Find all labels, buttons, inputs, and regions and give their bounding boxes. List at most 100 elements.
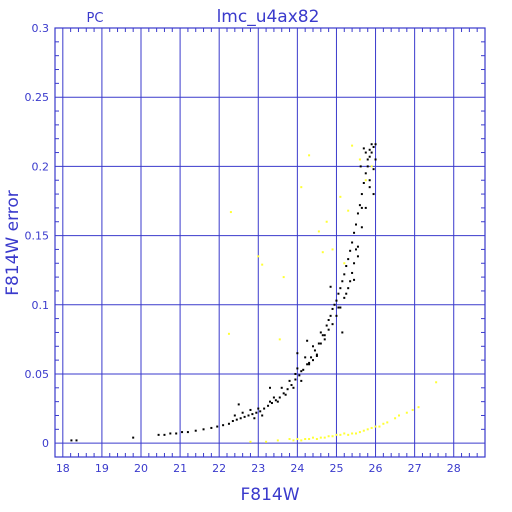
data-point <box>306 339 309 342</box>
data-point <box>296 438 299 441</box>
data-point <box>364 206 367 209</box>
data-point <box>370 151 373 154</box>
data-point <box>358 204 361 207</box>
data-point <box>306 363 309 366</box>
data-point <box>249 440 252 443</box>
data-point <box>270 402 273 405</box>
data-point <box>280 386 283 389</box>
data-point <box>339 287 342 290</box>
data-point <box>359 165 362 168</box>
plot-frame <box>54 27 486 458</box>
data-point <box>347 258 350 261</box>
data-point <box>331 248 334 251</box>
data-point <box>304 438 307 441</box>
data-point <box>360 226 363 229</box>
data-point <box>308 363 311 366</box>
data-point <box>353 231 356 234</box>
data-point <box>290 384 293 387</box>
data-point <box>261 414 264 417</box>
data-point <box>237 403 240 406</box>
data-point <box>341 331 344 334</box>
data-point <box>272 396 275 399</box>
data-point <box>288 379 291 382</box>
data-point <box>345 292 348 295</box>
data-point <box>269 400 271 403</box>
data-point <box>313 349 316 352</box>
x-axis-ticks: 18 19 20 21 22 23 24 25 26 27 28 <box>56 28 478 475</box>
data-point <box>265 440 268 443</box>
data-point <box>405 411 408 414</box>
data-point <box>358 158 361 161</box>
data-point <box>257 407 260 410</box>
data-point <box>364 179 367 182</box>
data-point <box>327 318 330 321</box>
data-point <box>294 372 297 375</box>
data-point <box>347 433 350 436</box>
grid-lines <box>55 27 485 457</box>
data-point <box>327 435 330 438</box>
data-point <box>378 425 381 428</box>
data-point <box>355 432 357 435</box>
data-point <box>317 342 320 345</box>
data-point <box>339 195 342 198</box>
data-point <box>368 155 371 158</box>
data-point <box>343 262 346 265</box>
data-point <box>351 271 354 274</box>
data-point <box>308 154 311 157</box>
data-point <box>356 245 359 248</box>
data-point <box>75 439 78 442</box>
data-point <box>319 436 322 439</box>
data-point <box>216 425 219 428</box>
data-point <box>325 324 328 327</box>
data-point <box>335 433 338 436</box>
data-point <box>362 147 365 150</box>
data-point <box>323 436 326 439</box>
data-point <box>382 422 385 425</box>
x-tick-label: 18 <box>56 462 70 475</box>
data-point <box>308 361 311 364</box>
data-point <box>319 342 322 345</box>
data-point <box>294 378 297 381</box>
data-point <box>360 193 363 196</box>
data-point <box>157 433 160 436</box>
data-point <box>312 436 314 439</box>
data-point <box>331 307 334 310</box>
data-point <box>241 411 244 414</box>
data-point <box>364 172 367 175</box>
y-tick-label: 0.2 <box>32 160 50 173</box>
data-point <box>323 338 326 341</box>
x-tick-label: 22 <box>212 462 226 475</box>
data-point <box>366 158 369 161</box>
data-point <box>349 280 352 283</box>
y-axis-ticks: 0 0.05 0.1 0.15 0.2 0.25 0.3 <box>25 22 485 450</box>
data-point <box>349 249 352 252</box>
data-point <box>315 353 318 356</box>
y-tick-label: 0.25 <box>25 91 50 104</box>
data-point <box>257 255 260 258</box>
data-point <box>366 428 369 431</box>
data-point <box>132 436 135 439</box>
data-point <box>372 146 375 149</box>
x-tick-label: 27 <box>408 462 422 475</box>
data-point <box>351 144 354 147</box>
data-point <box>251 413 254 416</box>
data-point <box>329 314 332 317</box>
data-point <box>374 143 377 146</box>
data-point <box>304 356 307 359</box>
data-point <box>356 255 359 258</box>
data-point <box>364 151 367 154</box>
data-point <box>353 278 356 281</box>
data-point <box>358 431 361 434</box>
data-point <box>227 332 230 335</box>
data-point <box>331 323 334 326</box>
data-point <box>231 420 234 423</box>
data-point <box>292 386 295 389</box>
x-tick-label: 19 <box>95 462 109 475</box>
data-point <box>355 248 357 251</box>
data-points <box>70 143 438 443</box>
data-point <box>370 426 373 429</box>
data-point <box>341 280 344 283</box>
x-tick-label: 21 <box>173 462 187 475</box>
data-point <box>227 422 230 425</box>
data-point <box>255 411 258 414</box>
